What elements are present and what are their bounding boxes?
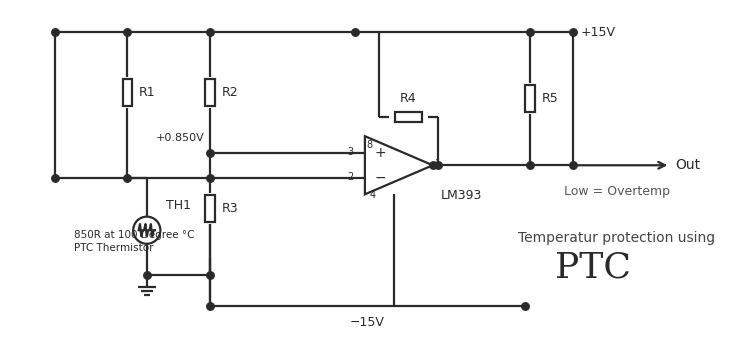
Text: Out: Out	[675, 158, 700, 172]
Text: +15V: +15V	[581, 26, 616, 39]
Text: 1: 1	[434, 159, 441, 169]
FancyBboxPatch shape	[395, 112, 422, 122]
Polygon shape	[365, 136, 433, 194]
Text: PTC: PTC	[555, 250, 631, 284]
Text: Temperatur protection using: Temperatur protection using	[518, 231, 715, 245]
Text: LM393: LM393	[440, 189, 482, 203]
FancyBboxPatch shape	[525, 85, 534, 112]
Text: TH1: TH1	[166, 200, 191, 212]
FancyBboxPatch shape	[205, 79, 215, 106]
Text: R1: R1	[139, 86, 156, 99]
Text: Low = Overtemp: Low = Overtemp	[564, 185, 670, 198]
Text: R3: R3	[221, 202, 238, 215]
Text: −: −	[375, 171, 386, 185]
Text: +: +	[375, 146, 386, 160]
Text: PTC Thermistor: PTC Thermistor	[74, 243, 154, 253]
Text: R2: R2	[221, 86, 238, 99]
Text: R5: R5	[542, 92, 558, 105]
FancyBboxPatch shape	[123, 79, 132, 106]
Text: 2: 2	[347, 172, 354, 182]
Text: 3: 3	[347, 147, 354, 157]
Text: +0.850V: +0.850V	[157, 133, 205, 143]
Circle shape	[133, 217, 160, 244]
Text: R4: R4	[401, 92, 417, 105]
FancyBboxPatch shape	[205, 195, 215, 222]
Text: 850R at 100 Degree °C: 850R at 100 Degree °C	[74, 230, 195, 240]
Text: 8: 8	[367, 140, 373, 150]
Text: 4: 4	[370, 191, 376, 201]
Text: −15V: −15V	[350, 315, 384, 329]
